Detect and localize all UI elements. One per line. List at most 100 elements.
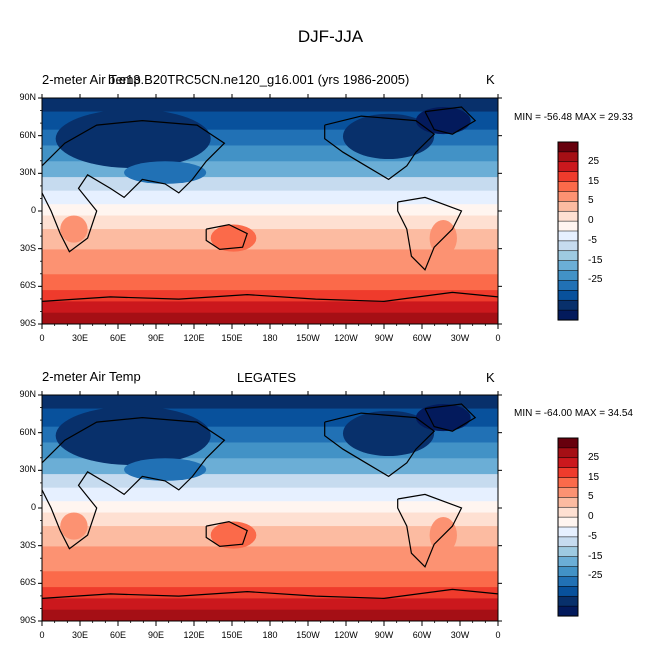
- colorbar-label: -5: [588, 234, 597, 246]
- panel2-center-label: LEGATES: [237, 370, 297, 385]
- lon-label: 0: [39, 630, 45, 640]
- panel1-left-label: 2-meter Air Temp: [42, 72, 141, 87]
- lon-label: 0: [39, 333, 45, 343]
- lon-label: 90E: [147, 630, 164, 640]
- lon-label: 150E: [221, 630, 243, 640]
- colorbar-swatch: [557, 566, 579, 577]
- colorbar-swatch: [557, 280, 579, 291]
- colorbar-label: 0: [588, 215, 594, 227]
- lat-label: 0: [30, 502, 36, 512]
- coastline: [205, 223, 248, 251]
- colorbar-swatch: [557, 457, 579, 469]
- colorbar-swatch: [557, 467, 579, 479]
- coastline: [41, 416, 226, 550]
- colorbar-swatch: [557, 556, 579, 568]
- colorbar-swatch: [557, 181, 579, 192]
- lon-label: 120W: [334, 630, 358, 640]
- lon-label: 150W: [296, 630, 320, 640]
- colorbar-swatch: [557, 220, 579, 232]
- colorbar-label: 25: [588, 155, 600, 167]
- lat-label: 0: [30, 205, 36, 215]
- lon-label: 30W: [450, 630, 470, 640]
- coastline: [397, 493, 463, 568]
- coastline: [324, 115, 436, 181]
- lon-label: 180: [262, 630, 278, 640]
- colorbar-swatch: [557, 230, 579, 242]
- colorbar-swatch: [557, 546, 579, 558]
- coastline: [324, 412, 436, 478]
- lon-label: 90E: [147, 333, 164, 343]
- lat-label: 60N: [19, 426, 36, 437]
- colorbar-swatch: [557, 161, 579, 173]
- lat-label: 60S: [19, 577, 36, 588]
- colorbar-swatch: [557, 437, 579, 449]
- lon-label: 60E: [109, 630, 126, 640]
- colorbar-swatch: [557, 299, 579, 311]
- colorbar-label: -5: [588, 530, 597, 542]
- colorbar-label: -25: [588, 274, 603, 286]
- lat-label: 30N: [19, 167, 36, 178]
- coastline: [41, 588, 499, 600]
- colorbar-swatch: [557, 497, 579, 508]
- colorbar-swatch: [557, 447, 579, 459]
- lon-label: 30W: [450, 333, 470, 343]
- lon-label: 90W: [374, 630, 394, 640]
- coastline: [205, 520, 248, 548]
- colorbar-swatch: [557, 260, 579, 272]
- colorbar-swatch: [557, 171, 579, 183]
- colorbar-swatch: [557, 191, 579, 202]
- colorbar-2: [557, 437, 579, 617]
- lat-label: 30S: [19, 539, 36, 550]
- colorbar-swatch: [557, 605, 579, 617]
- coastline: [397, 196, 463, 271]
- colorbar-swatch: [557, 506, 579, 518]
- colorbar-swatch: [557, 516, 579, 528]
- lat-label: 90S: [19, 615, 36, 625]
- coastline: [41, 291, 499, 303]
- figure-title: DJF-JJA: [297, 27, 364, 46]
- colorbar-swatch: [557, 141, 579, 153]
- colorbar-swatch: [557, 270, 579, 281]
- lon-label: 30E: [71, 333, 88, 343]
- colorbar-swatch: [557, 586, 579, 597]
- lon-label: 120E: [183, 630, 205, 640]
- colorbar-swatch: [557, 210, 579, 222]
- colorbar-label: 5: [588, 491, 594, 503]
- lat-label: 30S: [19, 242, 36, 253]
- coastline: [424, 403, 477, 432]
- coastline: [41, 119, 226, 253]
- lat-label: 90N: [19, 92, 36, 102]
- lat-label: 60N: [19, 129, 36, 140]
- colorbar-swatch: [557, 477, 579, 488]
- colorbar-swatch: [557, 250, 579, 262]
- panel1-units: K: [486, 72, 495, 87]
- lat-label: 90N: [19, 389, 36, 399]
- colorbar-swatch: [557, 151, 579, 163]
- panel1-center-label: b.e13.B20TRC5CN.ne120_g16.001 (yrs 1986-…: [108, 72, 410, 87]
- lon-label: 60W: [412, 630, 432, 640]
- lon-label: 90W: [374, 333, 394, 343]
- colorbar-swatch: [557, 487, 579, 498]
- colorbar-1: [557, 141, 579, 321]
- colorbar-swatch: [557, 201, 579, 212]
- colorbar-swatch: [557, 309, 579, 321]
- colorbar-swatch: [557, 576, 579, 587]
- colorbar-label: 15: [588, 175, 600, 187]
- lon-label: 120E: [183, 333, 205, 343]
- lon-label: 150W: [296, 333, 320, 343]
- colorbar-swatch: [557, 595, 579, 607]
- colorbar-label: 0: [588, 511, 594, 523]
- lon-label: 60W: [412, 333, 432, 343]
- lat-label: 30N: [19, 464, 36, 475]
- lon-label: 150E: [221, 333, 243, 343]
- lat-label: 90S: [19, 318, 36, 328]
- coastline: [424, 106, 477, 135]
- colorbar-swatch: [557, 536, 579, 548]
- lat-label: 60S: [19, 280, 36, 291]
- colorbar-swatch: [557, 240, 579, 252]
- lon-label: 30E: [71, 630, 88, 640]
- panel2-units: K: [486, 370, 495, 385]
- colorbar-label: -15: [588, 550, 603, 562]
- colorbar-swatch: [557, 526, 579, 538]
